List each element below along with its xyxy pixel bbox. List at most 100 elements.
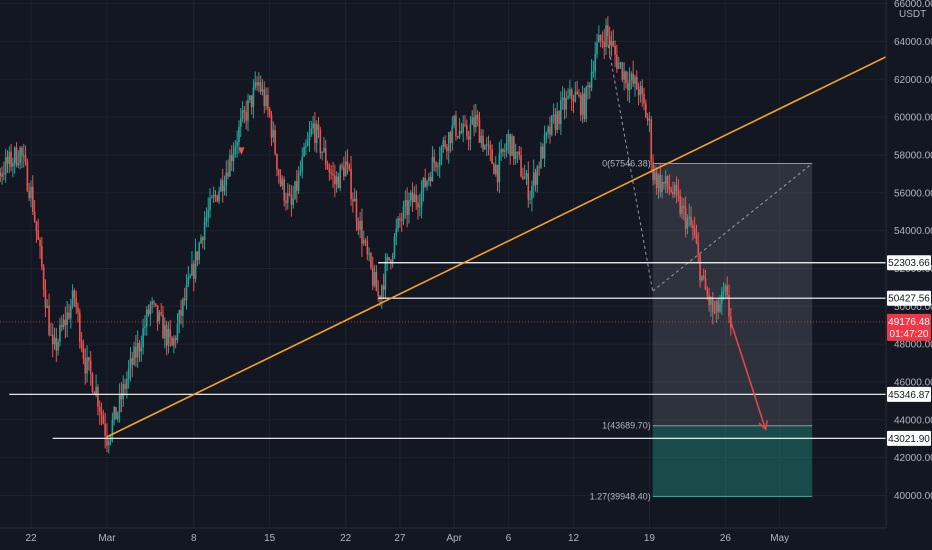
candle-body [482,135,484,150]
candle-body [592,71,595,73]
candle-body [223,185,226,192]
candle-body [381,285,383,298]
candle-body [431,156,434,182]
candle-body [531,186,533,199]
candle-body [88,357,90,361]
candle-body [648,119,651,121]
candle-body [220,179,222,192]
candle-body [60,325,63,327]
candle-body [711,298,714,313]
candle-body [449,132,452,144]
candle-body [156,305,159,322]
candle-body [578,94,580,96]
y-tick-label: 62000.00 [894,75,932,86]
candle-body [617,62,620,69]
candle-body [503,150,506,152]
candle-body [198,243,200,261]
candle-body [247,99,249,121]
candle-body [552,114,555,116]
candle-body [646,117,649,121]
y-tick-label: 64000.00 [894,37,932,48]
x-tick-label: 15 [264,533,276,544]
candle-body [277,169,280,176]
candle-body [104,423,106,436]
candle-body [397,218,399,229]
candle-body [466,125,468,137]
candle-body [688,216,691,219]
candle-body [697,243,700,255]
candle-body [451,125,454,144]
candle-body [111,419,114,437]
price-badges: 45346.87 43021.90 52303.66 50427.56 49176.48… [887,255,931,446]
candle-body [86,357,88,374]
candle-body [522,176,524,180]
candle-body [453,115,455,126]
candle-body [422,177,425,192]
candle-body [136,343,139,358]
support-price-badge [887,430,931,446]
candle-body [288,193,291,195]
candle-body [323,148,325,152]
candle-body [507,134,510,143]
candle-body [324,148,327,165]
candle-body [91,373,94,393]
candle-body [437,166,439,168]
candle-body [641,86,644,94]
candle-body [77,307,79,313]
candle-body [306,140,309,147]
candle-body [1,173,3,177]
candle-body [373,272,376,286]
candle-body [532,172,535,187]
candle-body [194,251,197,279]
x-tick-label: 8 [191,533,197,544]
candle-body [529,198,531,200]
x-tick-label: Mar [98,533,116,544]
candle-body [426,180,428,187]
candle-body [357,221,360,230]
candle-body [113,407,115,420]
y-tick-label: 66000.00 [894,0,932,10]
candle-body [628,79,631,91]
candle-body [605,25,607,48]
candle-body [268,108,271,116]
x-tick-label: 26 [720,533,732,544]
candle-body [33,211,36,222]
candle-countdown-label: 01:47:20 [890,329,929,340]
candle-body [438,159,441,167]
fib-diagonal [652,163,813,292]
candle-body [561,97,564,101]
candle-body [567,96,569,98]
candle-body [13,147,16,163]
candle-body [382,285,385,290]
candle-body [343,166,345,177]
candle-body [6,157,9,164]
candle-body [404,200,407,207]
projection-arrow [730,321,767,430]
y-tick-label: 56000.00 [894,188,932,199]
candle-body [625,71,627,84]
candle-body [560,100,562,125]
candle-body [256,82,258,86]
y-tick-label: 54000.00 [894,226,932,237]
candle-body [332,173,334,176]
fib-lower-zone [652,425,813,497]
candle-body [692,225,694,229]
candle-body [154,303,157,306]
candle-body [107,441,110,446]
candle-body [37,230,40,240]
candle-body [216,195,219,202]
candle-body [616,54,618,69]
candle-body [384,262,387,290]
candle-body [710,298,712,305]
candle-body [117,412,119,420]
x-tick-label: 6 [506,533,512,544]
candle-body [138,343,141,352]
candle-body [581,93,584,116]
time-axis-panel [0,528,932,550]
candle-body [344,161,347,177]
candle-body [375,272,378,292]
candles [0,16,732,454]
candle-body [200,237,202,244]
